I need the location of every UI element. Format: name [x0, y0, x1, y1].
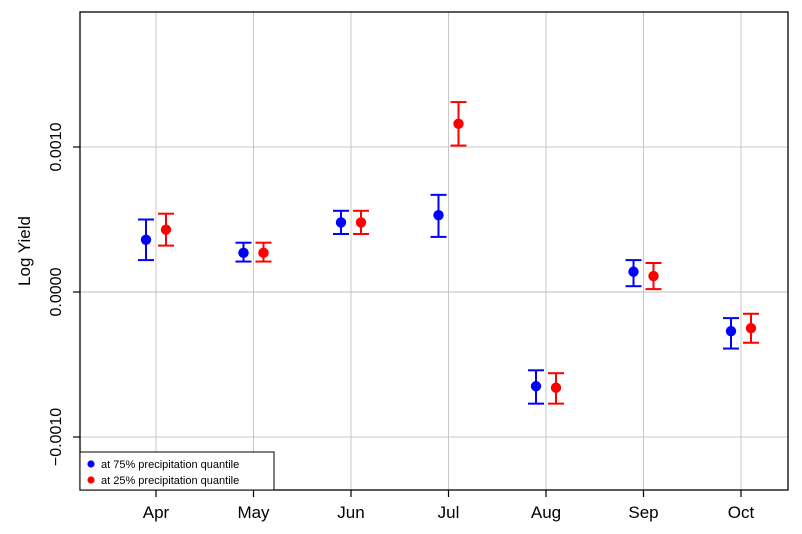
- data-point: [745, 323, 757, 334]
- grid-layer: [80, 12, 788, 490]
- legend-label: at 25% precipitation quantile: [101, 475, 239, 487]
- x-tick-label: Jun: [337, 503, 364, 522]
- y-tick-label: −0.0010: [48, 408, 65, 466]
- data-point: [355, 217, 367, 228]
- x-tick-label: May: [237, 503, 270, 522]
- y-tick-label: 0.0010: [48, 122, 65, 171]
- data-point: [433, 209, 444, 221]
- legend-label: at 75% precipitation quantile: [101, 459, 239, 471]
- series-p25: [158, 101, 759, 405]
- y-tick-label: 0.0000: [48, 267, 65, 316]
- x-tick-label: Aug: [531, 503, 561, 522]
- x-tick-label: Oct: [728, 503, 755, 522]
- x-tick-label: Sep: [628, 503, 658, 522]
- data-point: [140, 234, 152, 245]
- y-axis-title: Log Yield: [15, 216, 34, 286]
- series-p75: [138, 193, 739, 405]
- data-point: [628, 266, 639, 277]
- x-tick-label: Jul: [438, 503, 460, 522]
- data-point: [530, 381, 542, 392]
- legend-box: [79, 451, 275, 491]
- legend-marker: [87, 460, 95, 468]
- data-point: [550, 382, 562, 393]
- plot-frame: [79, 11, 789, 491]
- data-point: [453, 118, 464, 129]
- data-point: [160, 224, 172, 235]
- data-point: [335, 217, 347, 228]
- data-point: [648, 270, 659, 282]
- axis-layer: Apr May Jun Jul Aug Sep Oct −0.0010 0.0000 0.0010…: [15, 122, 754, 522]
- series-layer: [138, 101, 759, 405]
- legend-marker: [87, 476, 95, 484]
- legend: at 75% precipitation quantile at 25% prec…: [79, 451, 275, 491]
- data-point: [238, 247, 249, 259]
- x-tick-label: Apr: [143, 503, 170, 522]
- data-point: [725, 325, 737, 337]
- data-point: [258, 247, 269, 259]
